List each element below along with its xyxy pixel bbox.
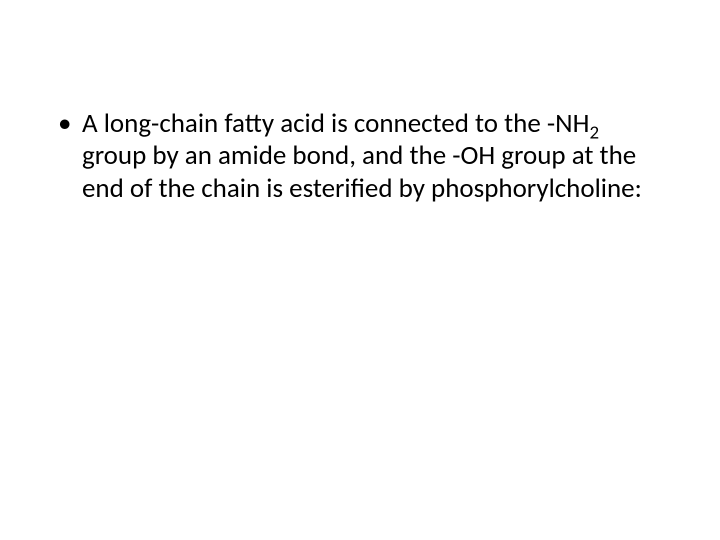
- bullet-text-segment: A long-chain fatty acid is connected to …: [82, 107, 589, 140]
- bullet-list: A long-chain fatty acid is connected to …: [54, 108, 666, 205]
- bullet-item: A long-chain fatty acid is connected to …: [54, 108, 666, 205]
- body-text: A long-chain fatty acid is connected to …: [54, 108, 666, 205]
- bullet-text-segment: group by an amide bond, and the -OH grou…: [82, 139, 642, 204]
- slide: A long-chain fatty acid is connected to …: [0, 0, 720, 540]
